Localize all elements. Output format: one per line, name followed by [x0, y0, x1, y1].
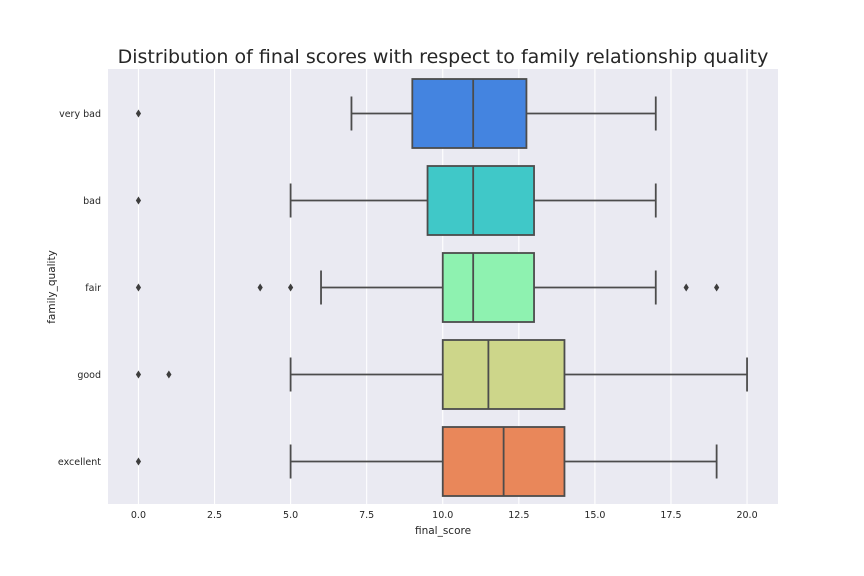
y-tick-label: fair — [85, 283, 101, 294]
outlier-point — [166, 370, 172, 379]
x-tick-label: 5.0 — [283, 510, 298, 521]
outlier-point — [135, 283, 142, 292]
outlier-point — [683, 283, 689, 292]
x-tick-label: 12.5 — [508, 510, 529, 521]
x-tick-label: 0.0 — [131, 510, 146, 521]
outlier-point — [135, 196, 142, 205]
x-tick-labels: 0.0 2.5 5.0 7.5 10.0 12.5 15.0 17.5 20.0 — [131, 510, 758, 521]
box-group — [135, 78, 657, 149]
box-iqr — [441, 339, 566, 410]
x-tick-label: 10.0 — [432, 510, 453, 521]
chart-title: Distribution of final scores with respec… — [118, 46, 769, 68]
x-axis-label: final_score — [415, 525, 471, 537]
outlier-point — [257, 283, 263, 292]
y-axis-label: family_quality — [46, 250, 58, 324]
y-tick-label: good — [77, 370, 101, 381]
x-tick-label: 17.5 — [660, 510, 681, 521]
box-iqr — [426, 165, 535, 236]
y-tick-label: very bad — [59, 109, 101, 120]
x-tick-label: 7.5 — [359, 510, 374, 521]
box-group — [135, 252, 720, 323]
y-tick-labels: very bad bad fair good excellent — [58, 109, 101, 468]
outlier-point — [714, 283, 720, 292]
outlier-point — [135, 457, 142, 466]
box-group — [135, 426, 718, 497]
box-iqr — [441, 252, 535, 323]
box-iqr — [411, 78, 528, 149]
outlier-point — [135, 370, 142, 379]
box-group — [135, 339, 748, 410]
x-tick-label: 15.0 — [584, 510, 605, 521]
y-tick-label: excellent — [58, 457, 101, 468]
x-tick-label: 2.5 — [207, 510, 222, 521]
y-tick-label: bad — [83, 196, 101, 207]
box-group — [135, 165, 657, 236]
boxes — [135, 78, 748, 497]
x-tick-label: 20.0 — [736, 510, 757, 521]
outlier-point — [288, 283, 294, 292]
outlier-point — [135, 109, 142, 118]
